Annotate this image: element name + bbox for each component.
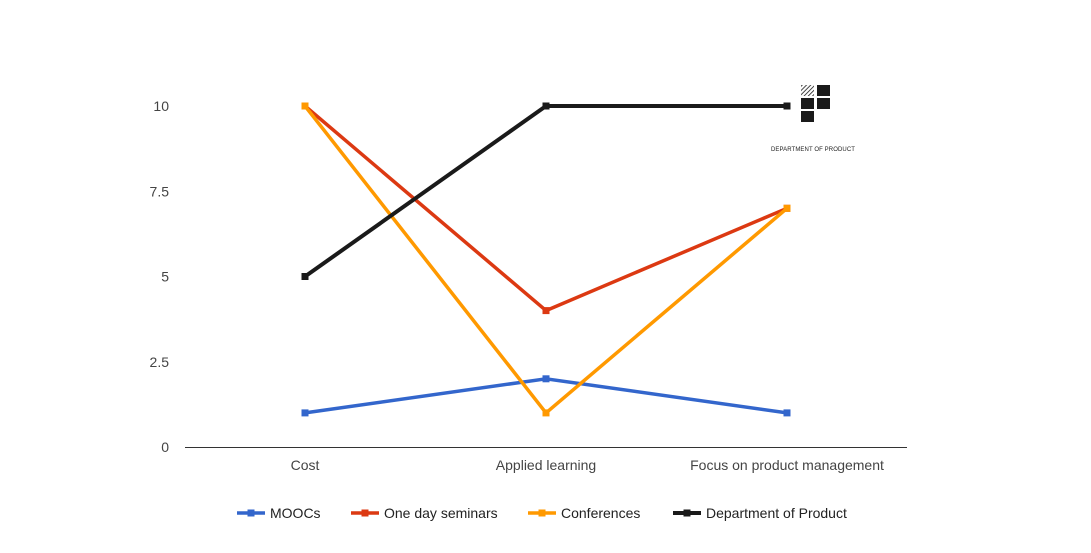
y-tick-label: 10 — [153, 98, 169, 114]
legend-marker — [538, 509, 546, 517]
legend-marker — [247, 509, 255, 517]
series-line — [303, 104, 788, 313]
series-one-day-seminars — [301, 102, 791, 315]
logo-square — [801, 98, 814, 109]
x-tick-label: Applied learning — [496, 457, 596, 473]
data-point — [783, 409, 791, 417]
x-tick-label: Focus on product management — [690, 457, 884, 473]
x-tick-label: Cost — [291, 457, 320, 473]
logo-caption: DEPARTMENT OF PRODUCT — [771, 147, 855, 153]
data-point — [301, 102, 309, 110]
axis-layer: 0 2.5 5 7.5 10 Cost Applied learning Focus on p… — [150, 98, 907, 473]
data-point — [783, 204, 791, 212]
legend-label: One day seminars — [384, 505, 498, 521]
legend-item: One day seminars — [351, 505, 498, 521]
series-line — [303, 104, 787, 279]
data-point — [783, 102, 791, 110]
y-tick-label: 2.5 — [150, 354, 170, 370]
series-layer — [301, 102, 791, 417]
y-tick-label: 0 — [161, 439, 169, 455]
logo-square — [817, 85, 830, 96]
logo-hatched-square — [801, 85, 814, 96]
data-point — [301, 273, 309, 280]
legend-label: Department of Product — [706, 505, 847, 521]
y-tick-label: 5 — [161, 269, 169, 285]
legend-label: MOOCs — [270, 505, 321, 521]
department-of-product-logo: DEPARTMENT OF PRODUCT — [771, 85, 855, 153]
data-point — [542, 375, 550, 383]
series-conferences — [301, 102, 791, 417]
series-line — [304, 377, 788, 415]
legend-item: MOOCs — [237, 505, 321, 521]
data-point — [301, 409, 309, 417]
legend-item: Department of Product — [673, 505, 847, 521]
logo-square — [817, 98, 830, 109]
series-line — [303, 104, 789, 415]
logo-square — [801, 111, 814, 122]
legend-item: Conferences — [528, 505, 640, 521]
legend: MOOCs One day seminars Conferences Departme… — [237, 505, 847, 521]
data-point — [542, 409, 550, 417]
legend-label: Conferences — [561, 505, 640, 521]
y-tick-label: 7.5 — [150, 183, 170, 199]
data-point — [542, 307, 550, 315]
series-moocs — [301, 375, 791, 417]
legend-marker — [683, 509, 691, 517]
series-department-of-product — [301, 102, 791, 280]
legend-marker — [361, 509, 369, 517]
data-point — [542, 102, 550, 110]
